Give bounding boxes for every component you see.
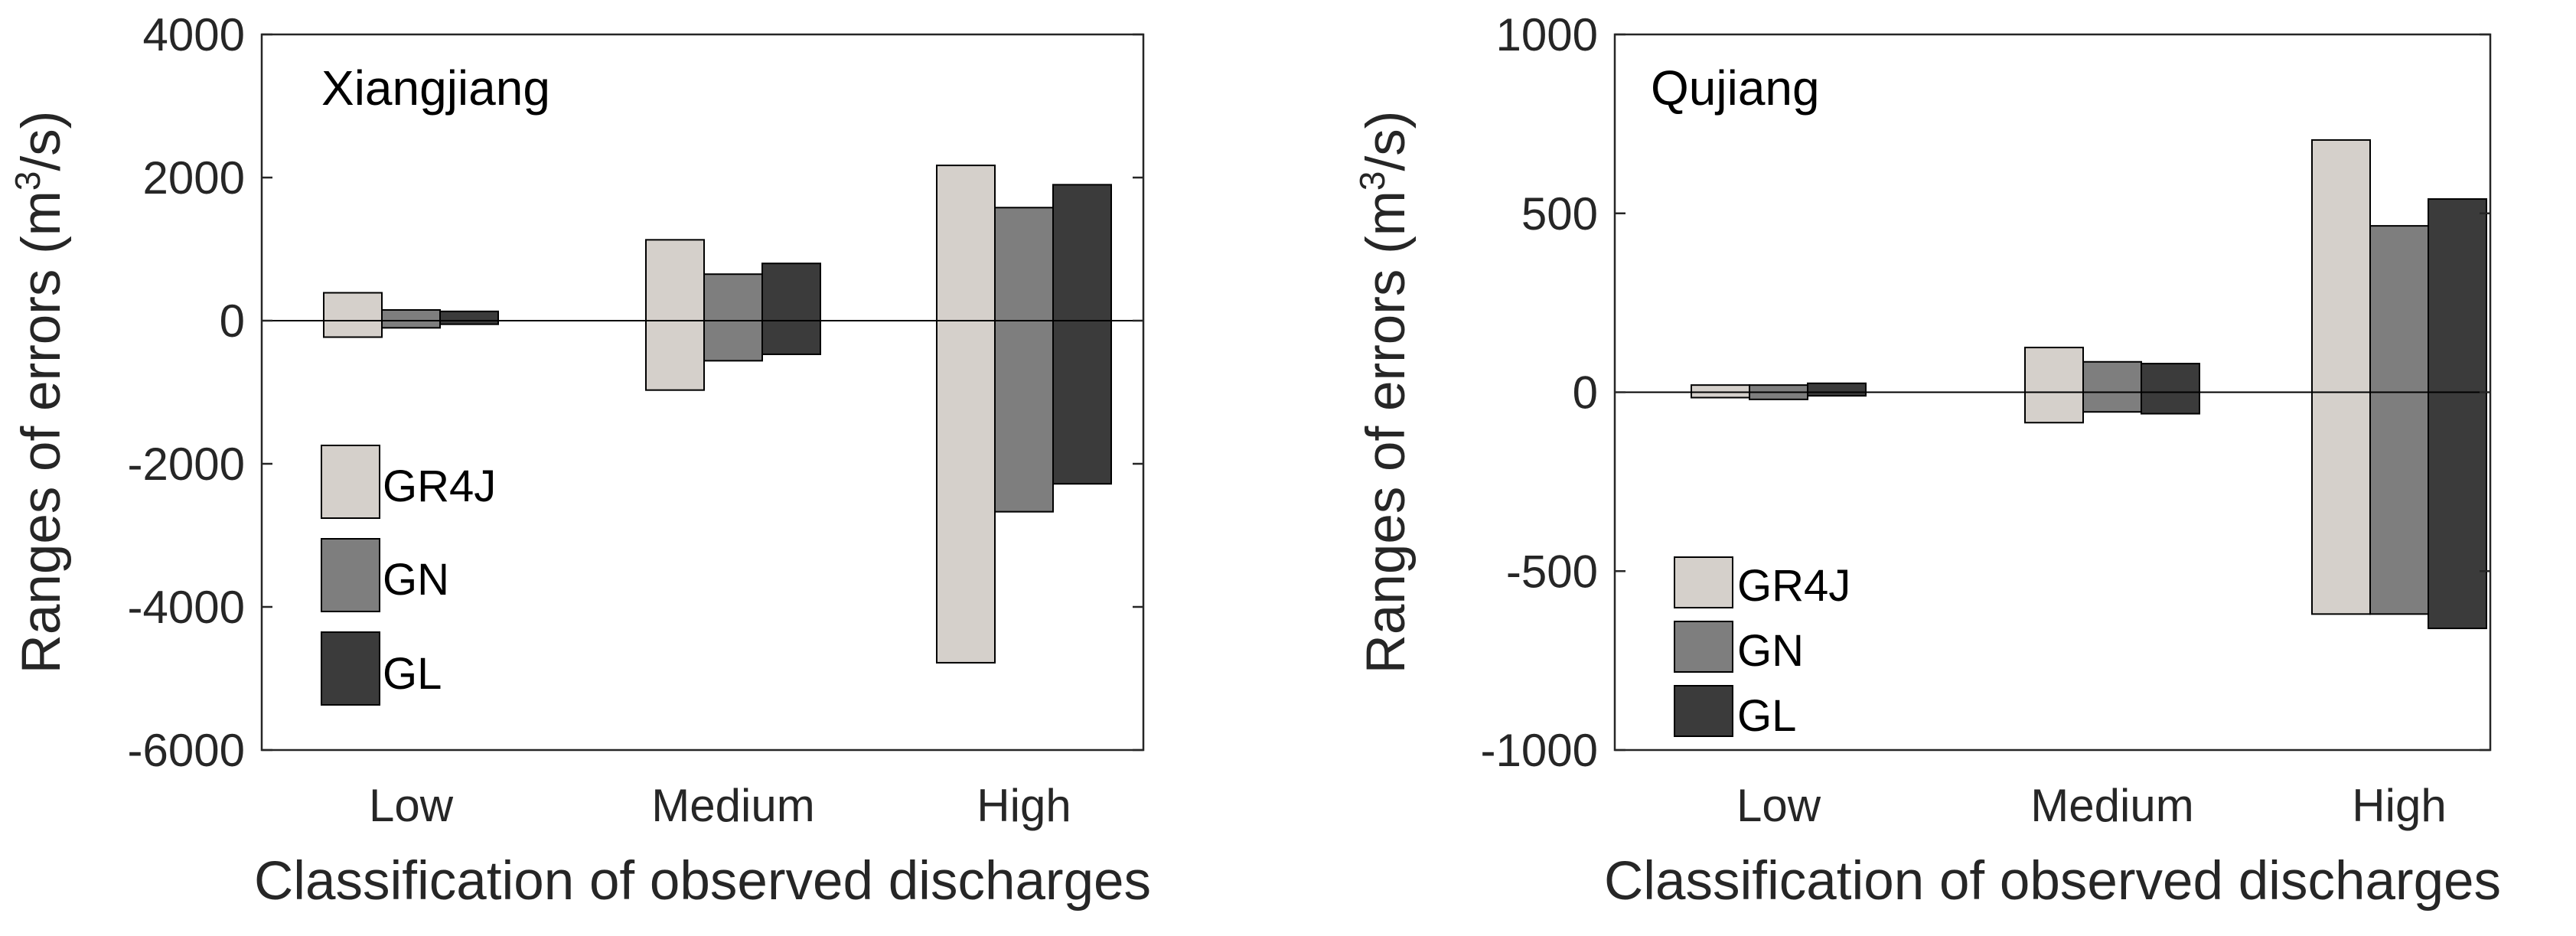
legend-swatch-gn xyxy=(1674,621,1733,673)
bar-gl-low xyxy=(439,310,499,325)
y-tick-label: -2000 xyxy=(128,439,245,490)
x-tick-label: Low xyxy=(369,780,454,831)
legend-label-gr4j: GR4J xyxy=(383,461,496,511)
y-tick-label: 4000 xyxy=(143,9,245,60)
plot-area xyxy=(260,33,1145,752)
panel-title: Qujiang xyxy=(1651,60,1820,116)
y-tick-label: 0 xyxy=(220,295,245,347)
bar-gr4j-high xyxy=(936,165,996,664)
legend-swatch-gl xyxy=(321,631,380,706)
legend-swatch-gr4j xyxy=(1674,556,1733,608)
bar-gn-high xyxy=(2369,225,2429,615)
y-tick-label: -1000 xyxy=(1481,725,1598,776)
bar-gl-high xyxy=(2428,198,2487,630)
y-axis-title-main: Ranges of errors (m xyxy=(1356,191,1417,673)
y-tick-label: -6000 xyxy=(128,725,245,776)
bar-gl-low xyxy=(1807,382,1867,397)
bar-gl-medium xyxy=(2141,363,2200,415)
y-tick-label: -500 xyxy=(1506,546,1598,597)
legend-swatch-gl xyxy=(1674,685,1733,737)
x-tick-label: Medium xyxy=(2030,780,2193,831)
y-tick-label: 0 xyxy=(1573,367,1598,419)
bar-gr4j-low xyxy=(1691,384,1750,399)
bar-gr4j-low xyxy=(323,292,383,338)
y-axis-title-end: /s) xyxy=(1356,111,1417,171)
y-tick-label: 1000 xyxy=(1496,9,1598,60)
bar-gn-high xyxy=(994,207,1054,513)
legend-label-gl: GL xyxy=(383,649,442,699)
bar-gr4j-medium xyxy=(645,239,705,391)
legend-label-gn: GN xyxy=(1737,626,1804,676)
y-axis-title: Ranges of errors (m3/s) xyxy=(1352,111,1417,674)
legend-label-gl: GL xyxy=(1737,691,1796,741)
chart-panel-xiangjiang: 4000 2000 0 -2000 -4000 -6000 Low Medium High Cla… xyxy=(8,9,1151,912)
y-axis-title-sup: 3 xyxy=(1352,171,1392,191)
y-axis-title: Ranges of errors (m3/s) xyxy=(8,111,72,674)
legend-swatch-gn xyxy=(321,538,380,612)
y-tick-label: 2000 xyxy=(143,152,245,204)
x-tick-label: High xyxy=(2352,780,2446,831)
legend-label-gn: GN xyxy=(383,555,449,605)
bar-gr4j-medium xyxy=(2024,347,2084,424)
y-tick-label: 500 xyxy=(1521,188,1598,240)
y-tick-label: -4000 xyxy=(128,582,245,633)
chart-panel-qujiang: 1000 500 0 -500 -1000 Low Medium High Classifica… xyxy=(1352,9,2501,912)
panel-title: Xiangjiang xyxy=(321,60,550,116)
bar-gl-high xyxy=(1052,184,1112,485)
bar-gn-low xyxy=(381,308,441,329)
bar-gr4j-high xyxy=(2311,139,2371,615)
bar-gn-medium xyxy=(703,273,763,362)
y-axis-title-sup: 3 xyxy=(8,171,47,191)
y-axis-title-main: Ranges of errors (m xyxy=(11,191,72,673)
bar-gl-medium xyxy=(761,263,821,355)
legend-swatch-gr4j xyxy=(321,445,380,519)
bar-gn-medium xyxy=(2082,360,2142,413)
x-tick-label: High xyxy=(977,780,1071,831)
legend: GR4J GN GL xyxy=(1674,556,1850,741)
legend-label-gr4j: GR4J xyxy=(1737,561,1850,611)
x-tick-label: Low xyxy=(1736,780,1821,831)
y-axis-title-end: /s) xyxy=(11,111,72,171)
x-tick-label: Medium xyxy=(651,780,814,831)
x-axis-title: Classification of observed discharges xyxy=(1604,851,2501,912)
x-axis-title: Classification of observed discharges xyxy=(254,851,1151,912)
legend: GR4J GN GL xyxy=(321,445,496,706)
